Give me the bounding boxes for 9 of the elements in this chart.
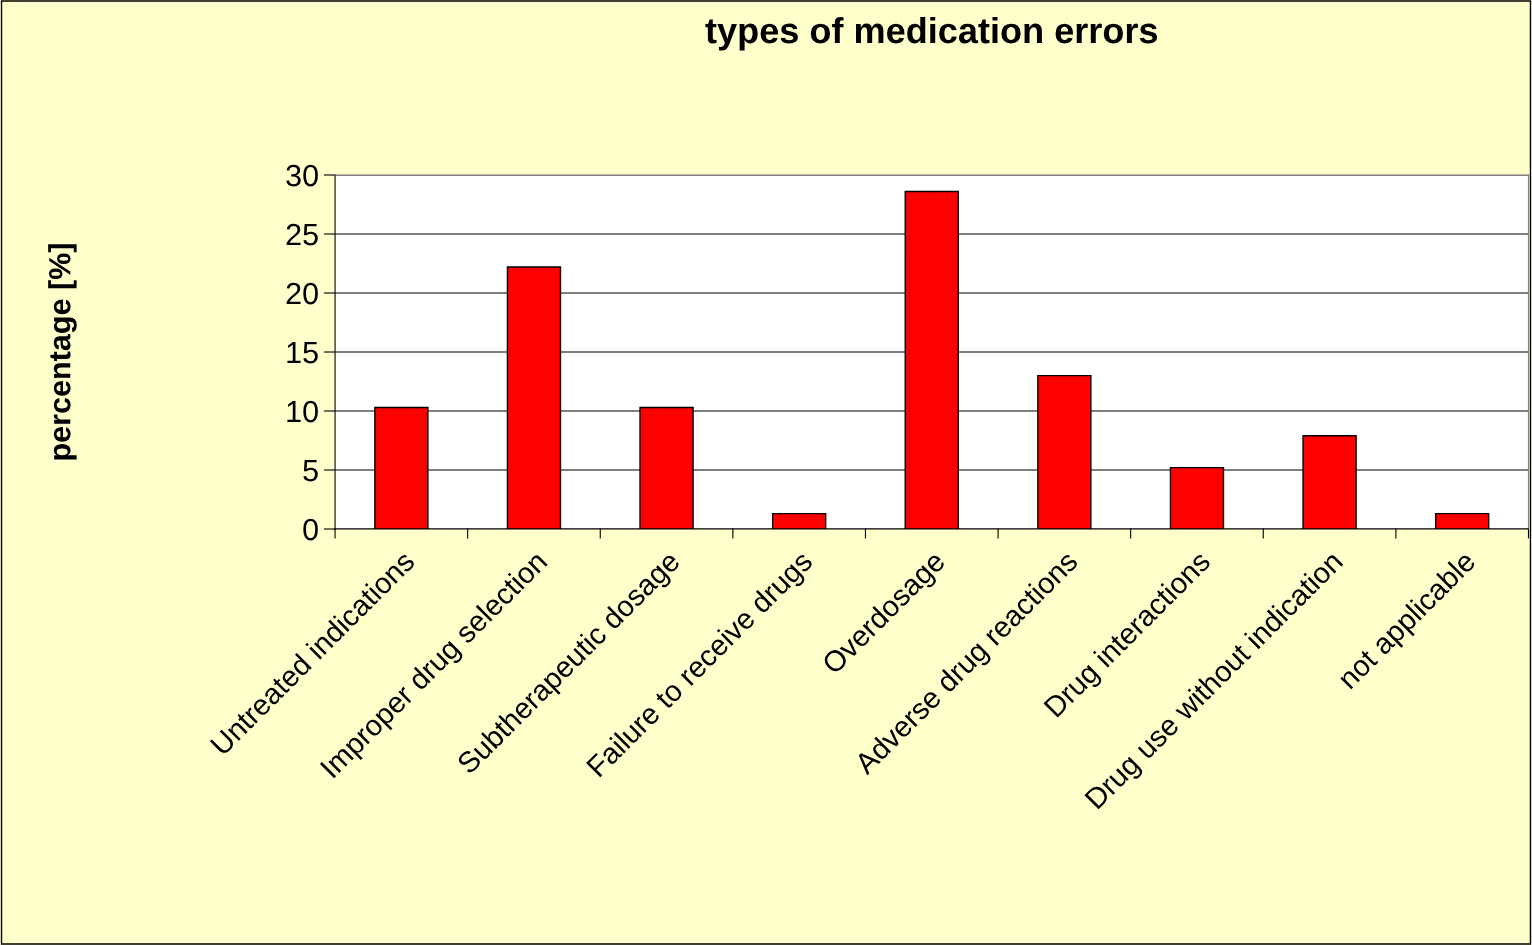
y-axis-title: percentage [%] [48, 244, 77, 460]
y-tick-label: 30 [286, 164, 318, 187]
y-tick-label: 5 [303, 460, 318, 482]
y-tick-label: 25 [286, 223, 318, 246]
y-tick-label: 15 [287, 342, 318, 364]
chart-title: types of medication errors [705, 16, 1158, 51]
y-tick-label: 10 [287, 400, 318, 423]
y-tick-label: 0 [303, 518, 318, 541]
y-tick-label: 20 [286, 282, 318, 305]
